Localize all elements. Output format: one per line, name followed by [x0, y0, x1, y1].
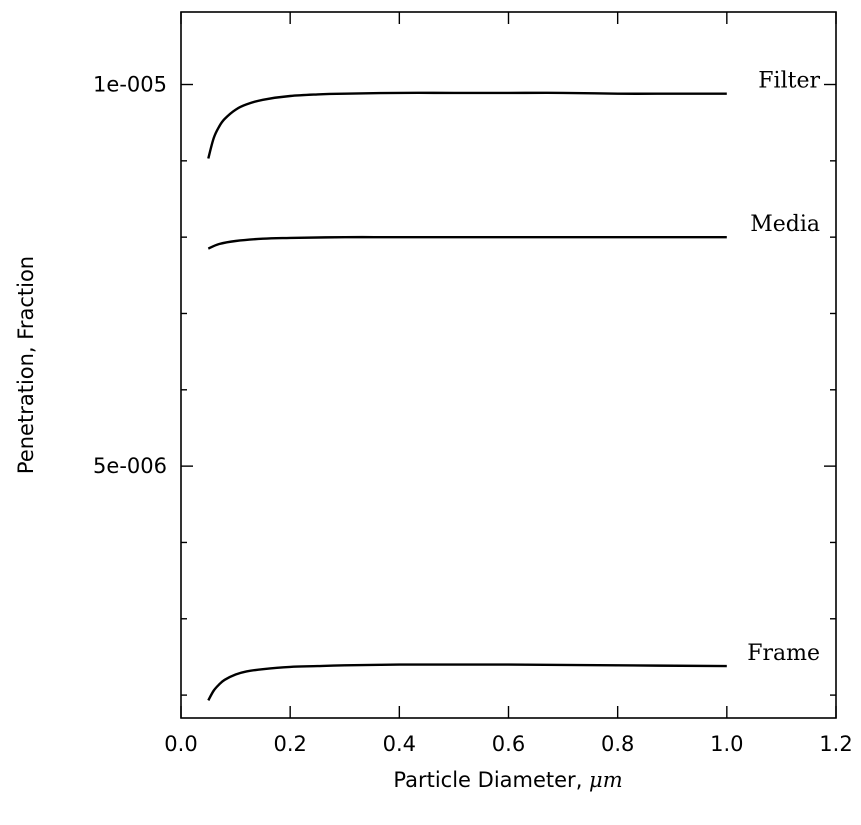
y-tick-label: 1e-005 [93, 73, 167, 97]
ticks [180, 12, 837, 718]
series-labels: Filter Media Frame [747, 69, 820, 666]
x-tick-label: 0.0 [164, 732, 197, 756]
x-tick-label: 0.8 [601, 732, 634, 756]
series-label-filter: Filter [758, 69, 820, 94]
tick-labels: 0.0 0.2 0.4 0.6 0.8 1.0 1.2 5e-006 1e-005 [93, 73, 853, 756]
x-axis-title: Particle Diameter, μm [393, 768, 622, 792]
x-tick-label: 0.4 [383, 732, 416, 756]
x-tick-label: 0.6 [492, 732, 525, 756]
y-tick-label: 5e-006 [93, 454, 167, 478]
series-line-frame [207, 663, 727, 701]
x-tick-label: 1.0 [710, 732, 743, 756]
x-tick-label: 1.2 [819, 732, 852, 756]
series-label-frame: Frame [747, 641, 820, 666]
x-tick-label: 0.2 [273, 732, 306, 756]
plot-frame [180, 11, 837, 719]
series-line-media [207, 235, 727, 250]
series-label-media: Media [750, 212, 820, 237]
y-axis-title: Penetration, Fraction [14, 256, 38, 474]
series-lines [207, 91, 727, 701]
series-line-filter [207, 91, 727, 159]
